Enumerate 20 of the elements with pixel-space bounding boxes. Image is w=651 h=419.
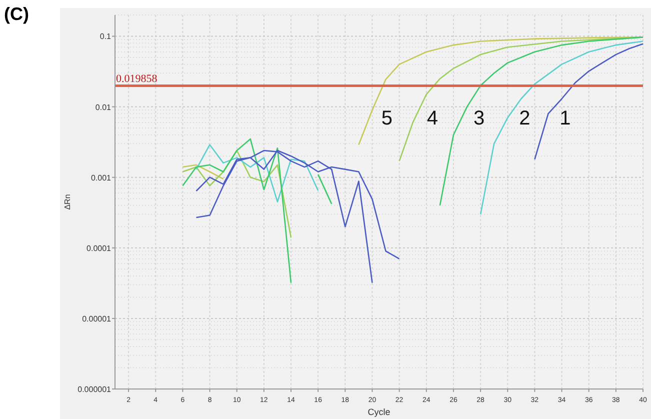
line-series (182, 138, 292, 284)
x-axis-title: Cycle (368, 407, 390, 417)
chart-title: (C) (4, 4, 29, 24)
series-label: 4 (426, 107, 438, 130)
line-series (182, 164, 224, 180)
y-tick-label: 0.1 (100, 32, 112, 42)
series-label: 5 (381, 107, 393, 130)
y-tick-label: 0.001 (90, 173, 112, 182)
series-label: 1 (560, 107, 571, 130)
line-series (439, 36, 644, 206)
series-label: 3 (473, 107, 485, 130)
series-label: 2 (519, 107, 530, 130)
y-tick-label: 0.00001 (82, 314, 112, 324)
y-axis-title: ΔRn (63, 194, 72, 210)
line-series (534, 43, 644, 160)
y-tick-label: 0.01 (95, 102, 112, 112)
ref-line-label: 0.019858 (116, 72, 158, 85)
line-series (196, 144, 319, 202)
y-tick-label: 0.0001 (86, 244, 112, 253)
y-tick-label: 0.000001 (78, 385, 112, 394)
